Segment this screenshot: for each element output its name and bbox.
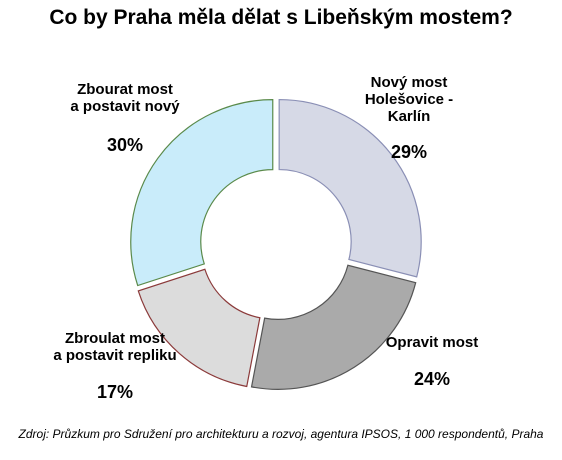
slice-value-1: 29%: [391, 142, 427, 162]
slice-label-2: Opravit most: [386, 334, 479, 351]
donut-slices: [130, 98, 422, 390]
slice-label-4: Zbourat most a postavit nový: [70, 81, 180, 115]
slice-label-1: Nový most Holešovice -Karlín: [365, 74, 453, 125]
donut-slice-3: [137, 268, 261, 388]
donut-slice-1: [278, 98, 422, 278]
slice-value-4: 30%: [107, 135, 143, 155]
chart-title: Co by Praha měla dělat s Libeňským moste…: [49, 6, 513, 29]
source-note: Zdroj: Průzkum pro Sdružení pro architek…: [18, 427, 544, 441]
slice-labels: Nový most Holešovice -Karlín 29% Opravit mo…: [53, 74, 478, 402]
slice-value-3: 17%: [97, 382, 133, 402]
donut-slice-2: [250, 264, 417, 390]
slice-label-3: Zbroulat most a postavit repliku: [53, 330, 176, 364]
slice-value-2: 24%: [414, 369, 450, 389]
donut-slice-4: [130, 99, 274, 287]
